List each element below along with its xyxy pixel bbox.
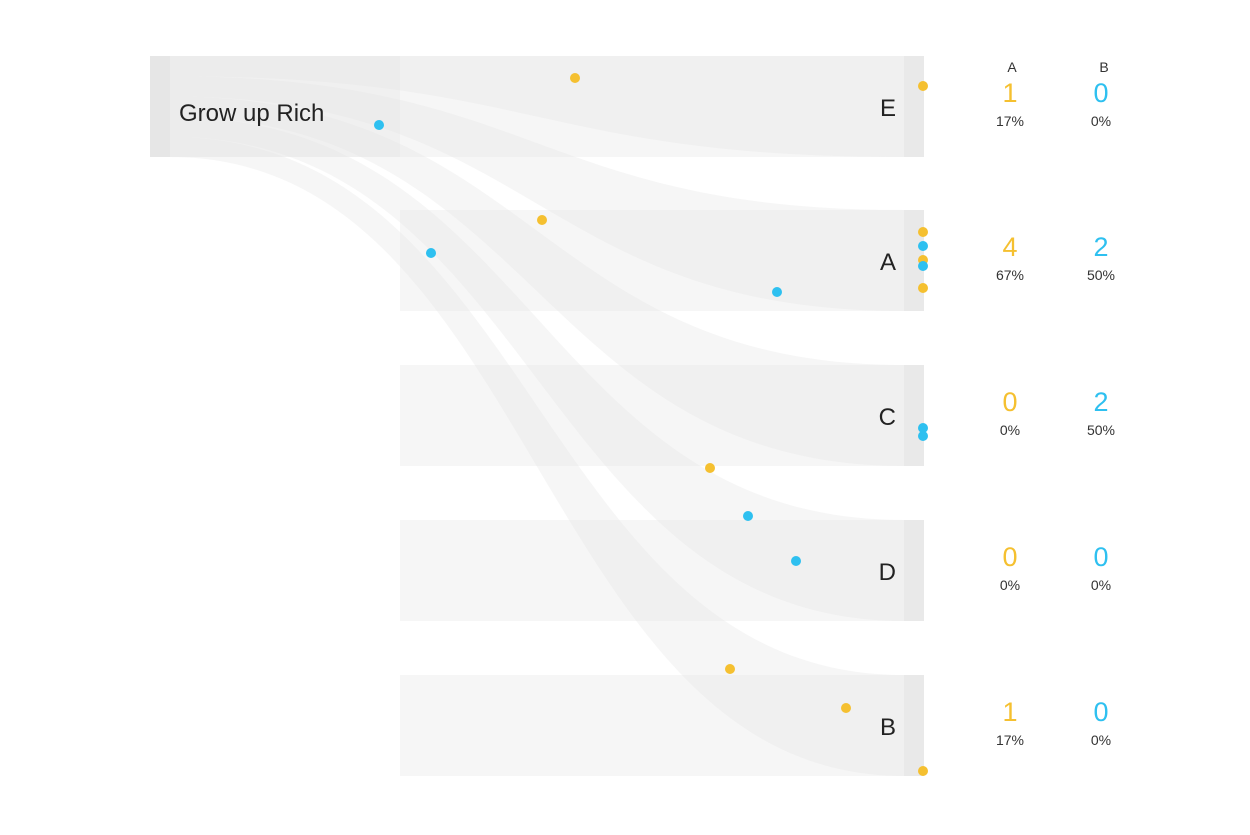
particle-dot <box>426 248 436 258</box>
stats: 1 17% 0 0% 4 67% 2 50% 0 0% 2 50% 0 0% 0 0% 1 17% 0 0% <box>996 78 1115 748</box>
particles <box>374 73 928 776</box>
source-node-fill <box>170 56 400 157</box>
flow-to-a <box>170 76 904 311</box>
flow-to-d <box>170 116 904 621</box>
target-label-d: D <box>879 559 896 586</box>
count-b-d: 0 <box>1093 542 1108 572</box>
particle-dot <box>537 215 547 225</box>
target-nodes: E A C D B <box>879 56 924 776</box>
pct-a-d: 0% <box>1000 577 1020 593</box>
target-band-d <box>400 520 904 621</box>
particle-dot <box>918 227 928 237</box>
count-a-c: 0 <box>1002 387 1017 417</box>
column-header-a: A <box>1007 59 1017 75</box>
particle-dot <box>841 703 851 713</box>
pct-a-c: 0% <box>1000 422 1020 438</box>
count-a-b: 1 <box>1002 697 1017 727</box>
target-label-a: A <box>880 249 896 276</box>
particle-dot <box>918 241 928 251</box>
count-b-c: 2 <box>1093 387 1108 417</box>
target-band-c <box>400 365 904 466</box>
target-bands <box>400 56 904 776</box>
particle-dot <box>772 287 782 297</box>
count-b-b: 0 <box>1093 697 1108 727</box>
target-node-c[interactable] <box>904 365 924 466</box>
particle-dot <box>743 511 753 521</box>
particle-dot <box>918 423 928 433</box>
target-label-b: B <box>880 714 896 741</box>
particle-dot <box>918 766 928 776</box>
particle-dot <box>918 81 928 91</box>
target-band-a <box>400 210 904 311</box>
pct-b-b: 0% <box>1091 732 1111 748</box>
count-b-e: 0 <box>1093 78 1108 108</box>
target-node-d[interactable] <box>904 520 924 621</box>
column-header-b: B <box>1099 59 1108 75</box>
flows <box>170 56 904 777</box>
particle-dot <box>918 283 928 293</box>
particle-dot <box>374 120 384 130</box>
pct-a-b: 17% <box>996 732 1024 748</box>
count-a-e: 1 <box>1002 78 1017 108</box>
target-node-e[interactable] <box>904 56 924 157</box>
target-band-b <box>400 675 904 776</box>
source-node[interactable] <box>150 56 170 157</box>
particle-dot <box>705 463 715 473</box>
count-a-d: 0 <box>1002 542 1017 572</box>
pct-b-e: 0% <box>1091 113 1111 129</box>
flow-to-b <box>170 136 904 777</box>
count-b-a: 2 <box>1093 232 1108 262</box>
particle-dot <box>570 73 580 83</box>
pct-b-c: 50% <box>1087 422 1115 438</box>
source-label: Grow up Rich <box>179 100 324 127</box>
pct-b-d: 0% <box>1091 577 1111 593</box>
flow-to-c <box>170 96 904 467</box>
particle-dot <box>918 261 928 271</box>
particle-dot <box>725 664 735 674</box>
pct-a-a: 67% <box>996 267 1024 283</box>
target-band-e <box>400 56 904 157</box>
target-label-c: C <box>879 404 896 431</box>
target-node-b[interactable] <box>904 675 924 776</box>
particle-dot <box>918 431 928 441</box>
pct-a-e: 17% <box>996 113 1024 129</box>
count-a-a: 4 <box>1002 232 1017 262</box>
target-label-e: E <box>880 95 896 122</box>
pct-b-a: 50% <box>1087 267 1115 283</box>
particle-dot <box>791 556 801 566</box>
